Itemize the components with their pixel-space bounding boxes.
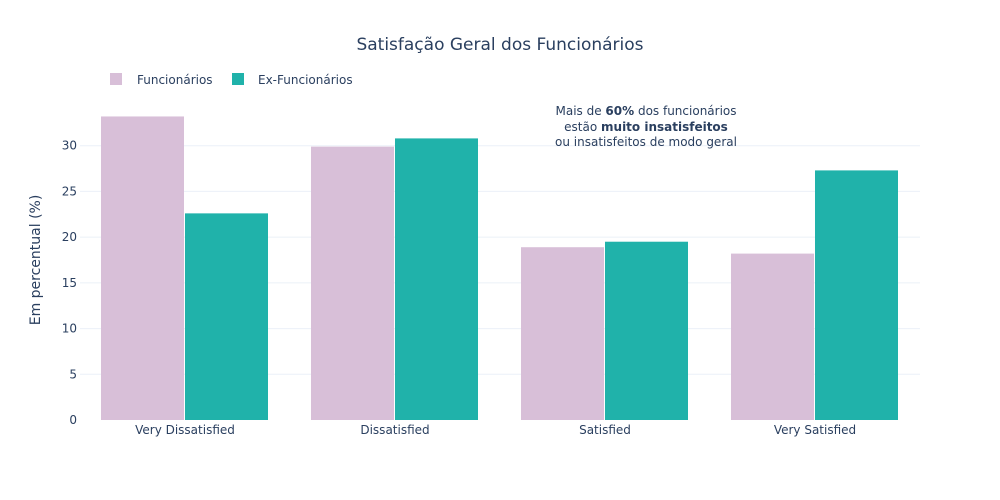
annotation-line-1: Mais de 60% dos funcionários <box>555 104 736 118</box>
y-tick-label: 30 <box>62 139 77 153</box>
bar-series-0-category-2[interactable] <box>521 247 604 420</box>
annotation-line-3: ou insatisfeitos de modo geral <box>555 135 737 149</box>
x-tick-label: Satisfied <box>579 423 631 437</box>
annotation-line-2: estão muito insatisfeitos <box>564 120 728 134</box>
legend-swatch-ex-funcionarios <box>232 73 244 85</box>
y-tick-label: 15 <box>62 276 77 290</box>
x-tick-label: Very Satisfied <box>774 423 856 437</box>
bars <box>101 116 898 420</box>
y-tick-label: 5 <box>69 367 77 381</box>
legend-item-funcionarios[interactable]: Funcionários <box>110 73 213 87</box>
bar-series-1-category-1[interactable] <box>395 138 478 420</box>
bar-series-0-category-3[interactable] <box>731 253 814 420</box>
bar-series-1-category-2[interactable] <box>605 241 688 420</box>
x-axis-ticks: Very Dissatisfied Dissatisfied Satisfied Ve… <box>135 423 856 437</box>
chart-title: Satisfação Geral dos Funcionários <box>356 35 643 55</box>
legend-swatch-funcionarios <box>110 73 122 85</box>
y-axis-label: Em percentual (%) <box>28 195 44 326</box>
y-tick-label: 10 <box>62 322 77 336</box>
y-tick-label: 0 <box>69 413 77 427</box>
bar-series-0-category-1[interactable] <box>311 146 394 420</box>
legend-label-funcionarios: Funcionários <box>137 73 213 87</box>
y-tick-label: 20 <box>62 230 77 244</box>
y-axis-ticks: 0 5 10 15 20 25 30 <box>62 139 77 427</box>
y-tick-label: 25 <box>62 184 77 198</box>
legend-label-ex-funcionarios: Ex-Funcionários <box>258 73 353 87</box>
bar-series-1-category-0[interactable] <box>185 213 268 420</box>
legend-item-ex-funcionarios[interactable]: Ex-Funcionários <box>232 73 353 87</box>
x-tick-label: Very Dissatisfied <box>135 423 235 437</box>
legend[interactable]: Funcionários Ex-Funcionários <box>110 73 353 87</box>
bar-series-1-category-3[interactable] <box>815 170 898 420</box>
annotation: Mais de 60% dos funcionários estão muito… <box>555 104 737 149</box>
x-tick-label: Dissatisfied <box>360 423 429 437</box>
bar-series-0-category-0[interactable] <box>101 116 184 420</box>
